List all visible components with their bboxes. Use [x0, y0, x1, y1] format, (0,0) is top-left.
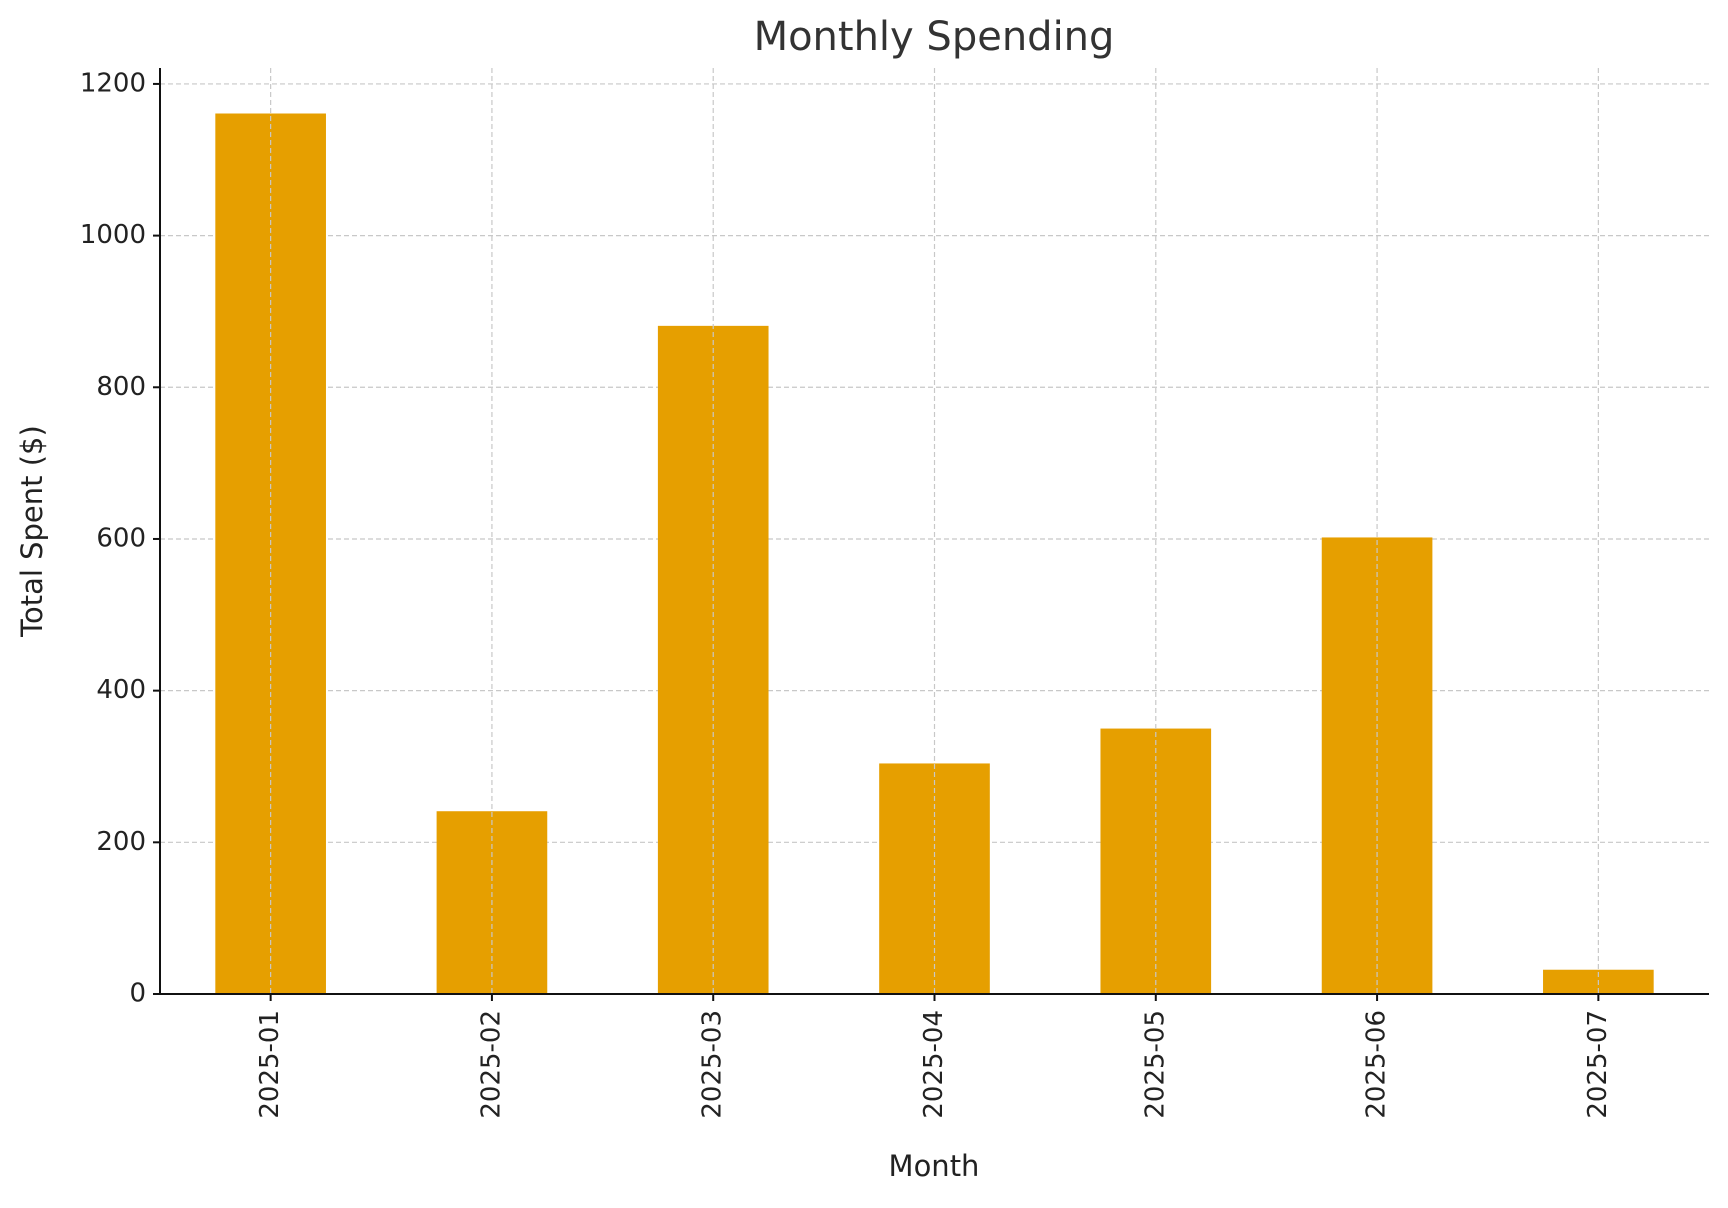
y-axis-label: Total Spent ($) — [15, 425, 49, 638]
x-tick-label: 2025-03 — [698, 1010, 728, 1119]
y-tick-label: 400 — [96, 675, 146, 705]
y-tick-label: 800 — [96, 372, 146, 402]
x-tick-label: 2025-04 — [919, 1010, 949, 1119]
y-tick-label: 200 — [96, 827, 146, 857]
x-tick-label: 2025-02 — [476, 1010, 506, 1119]
x-axis-label: Month — [889, 1149, 980, 1183]
x-tick-label: 2025-05 — [1140, 1010, 1170, 1119]
y-tick-label: 600 — [96, 523, 146, 553]
x-tick-label: 2025-06 — [1362, 1010, 1392, 1119]
x-tick-label: 2025-07 — [1583, 1010, 1613, 1119]
y-tick-label: 0 — [129, 979, 146, 1009]
y-tick-label: 1200 — [80, 68, 146, 98]
y-tick-label: 1000 — [80, 220, 146, 250]
x-tick-label: 2025-01 — [255, 1010, 285, 1119]
chart-title: Monthly Spending — [754, 14, 1115, 60]
